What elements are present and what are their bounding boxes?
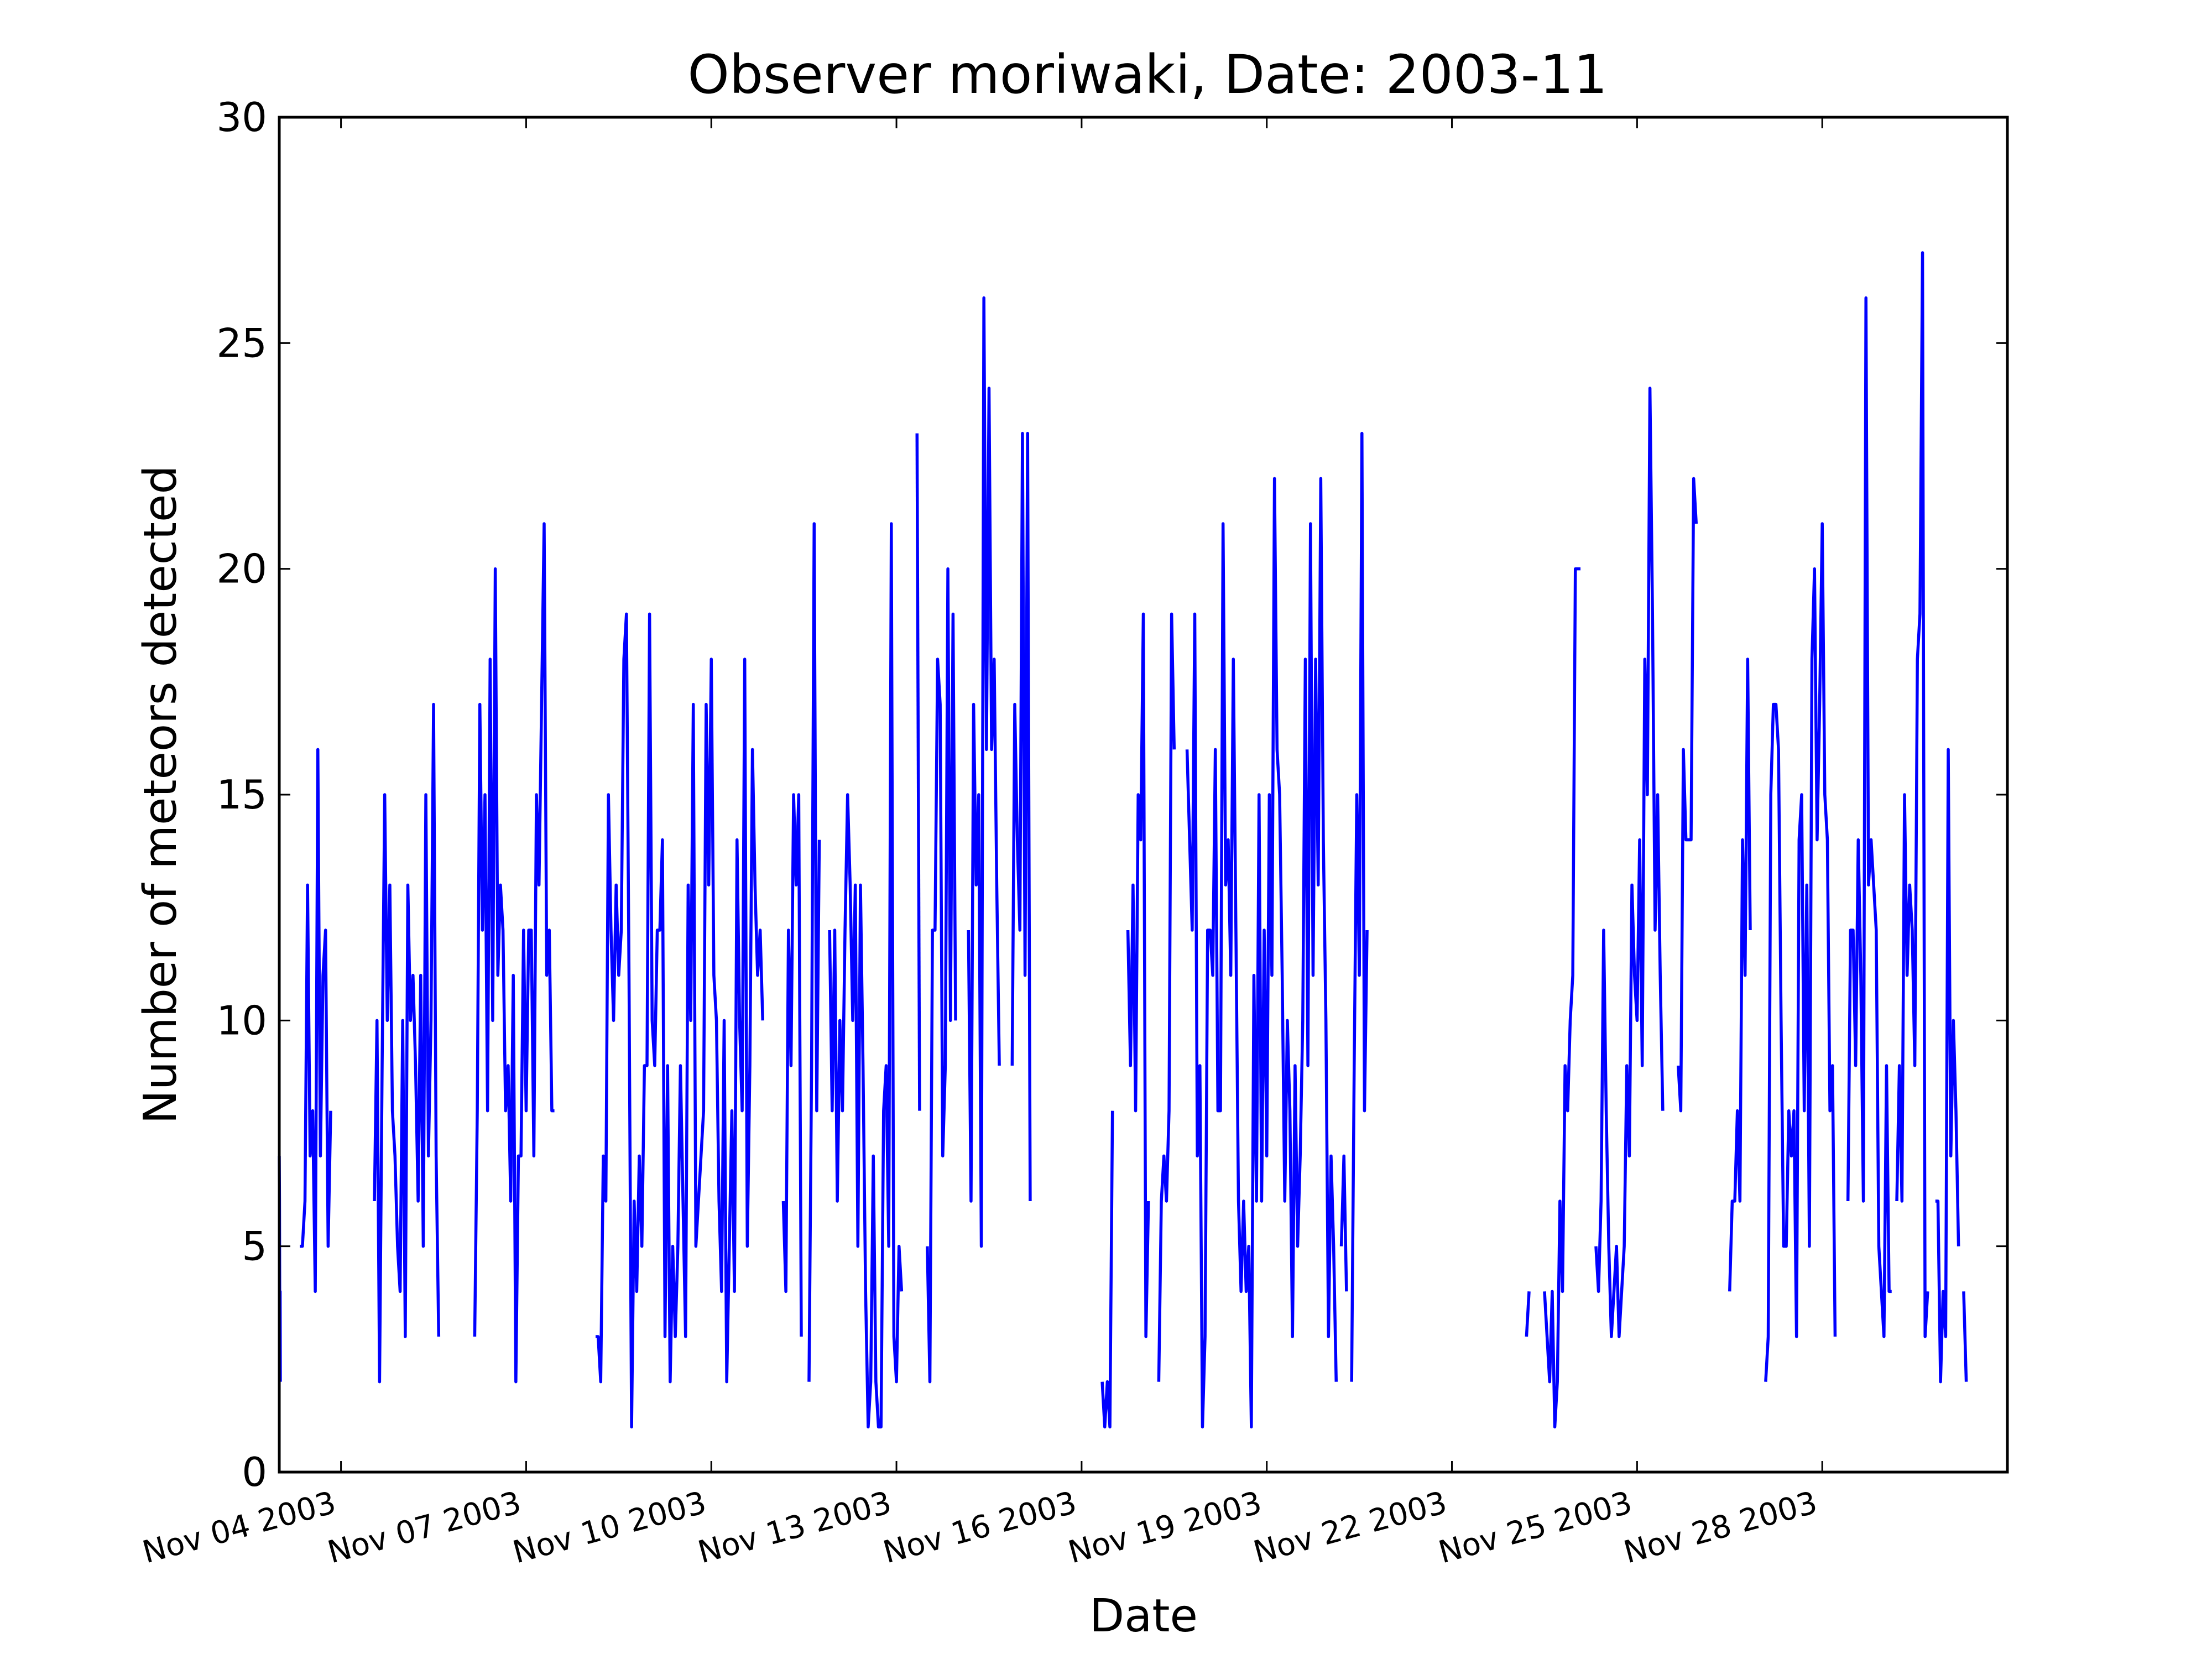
series-line-segment bbox=[807, 522, 821, 1382]
series-line-segment bbox=[1339, 1154, 1348, 1292]
x-axis-label: Date bbox=[1089, 1590, 1198, 1642]
y-tick-label: 20 bbox=[216, 546, 267, 592]
y-tick-label: 15 bbox=[216, 771, 267, 818]
series-line-segment bbox=[915, 433, 921, 1111]
series-line-segment bbox=[373, 702, 441, 1384]
series-line-segment bbox=[781, 793, 803, 1337]
series-line-segment bbox=[1895, 251, 1929, 1338]
series-line-segment bbox=[1543, 567, 1581, 1429]
series-line-segment bbox=[1728, 658, 1752, 1292]
series-lines bbox=[278, 251, 1968, 1429]
series-line-segment bbox=[300, 748, 332, 1293]
series-line-segment bbox=[1846, 296, 1892, 1338]
series-line-segment bbox=[1126, 612, 1150, 1338]
y-tick-label: 5 bbox=[242, 1223, 267, 1270]
series-line-segment bbox=[967, 296, 1001, 1248]
series-line-segment bbox=[1185, 477, 1338, 1429]
series-line-segment bbox=[1677, 477, 1698, 1113]
series-line-segment bbox=[1100, 1110, 1114, 1429]
y-axis-ticks: 0 5 10 15 20 25 30 bbox=[216, 94, 2007, 1495]
series-line-segment bbox=[595, 612, 765, 1429]
series-line-segment bbox=[1350, 431, 1369, 1382]
y-tick-label: 0 bbox=[242, 1449, 267, 1495]
series-line-segment bbox=[473, 522, 555, 1384]
y-axis-label: Number of meteors detected bbox=[134, 465, 187, 1124]
series-line-segment bbox=[1962, 1291, 1968, 1382]
y-tick-label: 30 bbox=[216, 94, 267, 140]
series-line-segment bbox=[1594, 387, 1665, 1338]
y-tick-label: 10 bbox=[216, 997, 267, 1044]
series-line-segment bbox=[828, 522, 904, 1429]
series-line-segment bbox=[1525, 1291, 1531, 1337]
series-line-segment bbox=[1157, 612, 1176, 1382]
series-line-segment bbox=[926, 567, 957, 1384]
axes-frame bbox=[278, 116, 2009, 1474]
y-tick-label: 25 bbox=[216, 320, 267, 366]
series-line-segment bbox=[1764, 522, 1837, 1382]
series-line-segment bbox=[1010, 431, 1032, 1202]
chart-title: Observer moriwaki, Date: 2003-11 bbox=[687, 44, 1607, 106]
series-line-segment bbox=[1935, 748, 1960, 1384]
